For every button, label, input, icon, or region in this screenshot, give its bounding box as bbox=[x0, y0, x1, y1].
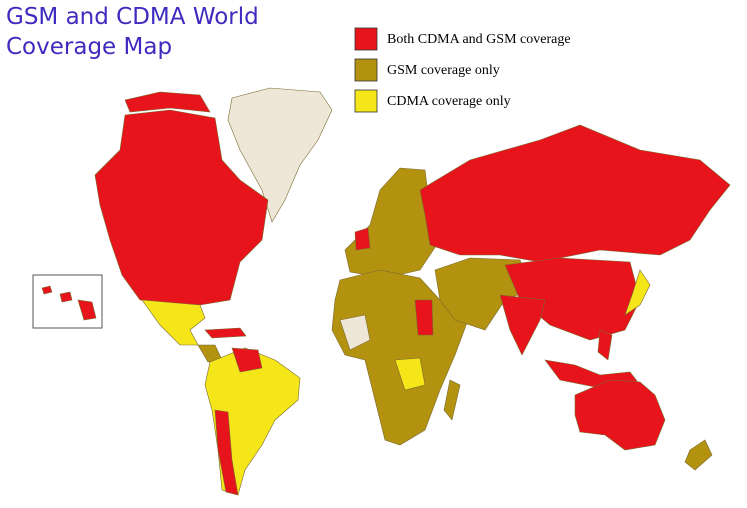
chile bbox=[214, 409, 239, 496]
africa bbox=[331, 269, 469, 446]
legend-label: GSM coverage only bbox=[387, 63, 500, 78]
europe bbox=[344, 167, 441, 279]
uk bbox=[354, 227, 371, 251]
legend: Both CDMA and GSM coverage GSM coverage o… bbox=[354, 27, 571, 113]
legend-label: Both CDMA and GSM coverage bbox=[387, 32, 571, 47]
japan bbox=[624, 269, 651, 316]
arctic-islands bbox=[124, 91, 211, 113]
north-america bbox=[94, 109, 269, 306]
hawaii bbox=[41, 285, 97, 321]
philippines bbox=[597, 329, 613, 361]
madagascar bbox=[443, 379, 461, 421]
land bbox=[32, 87, 731, 496]
central-africa bbox=[394, 357, 426, 391]
legend-swatch bbox=[354, 89, 378, 113]
inset-box bbox=[32, 274, 103, 329]
caribbean bbox=[204, 327, 247, 339]
india bbox=[499, 294, 546, 356]
legend-swatch bbox=[354, 27, 378, 51]
map-title: Coverage Map bbox=[6, 34, 172, 60]
australia bbox=[574, 379, 666, 451]
mexico bbox=[141, 299, 206, 346]
egypt bbox=[414, 299, 434, 336]
new-zealand bbox=[684, 439, 713, 471]
west-africa bbox=[339, 314, 371, 351]
legend-label: CDMA coverage only bbox=[387, 94, 511, 109]
legend-swatch bbox=[354, 58, 378, 82]
map-title: GSM and CDMA World bbox=[6, 4, 259, 30]
greenland bbox=[227, 87, 333, 223]
russia bbox=[419, 124, 731, 263]
venezuela bbox=[231, 347, 263, 373]
